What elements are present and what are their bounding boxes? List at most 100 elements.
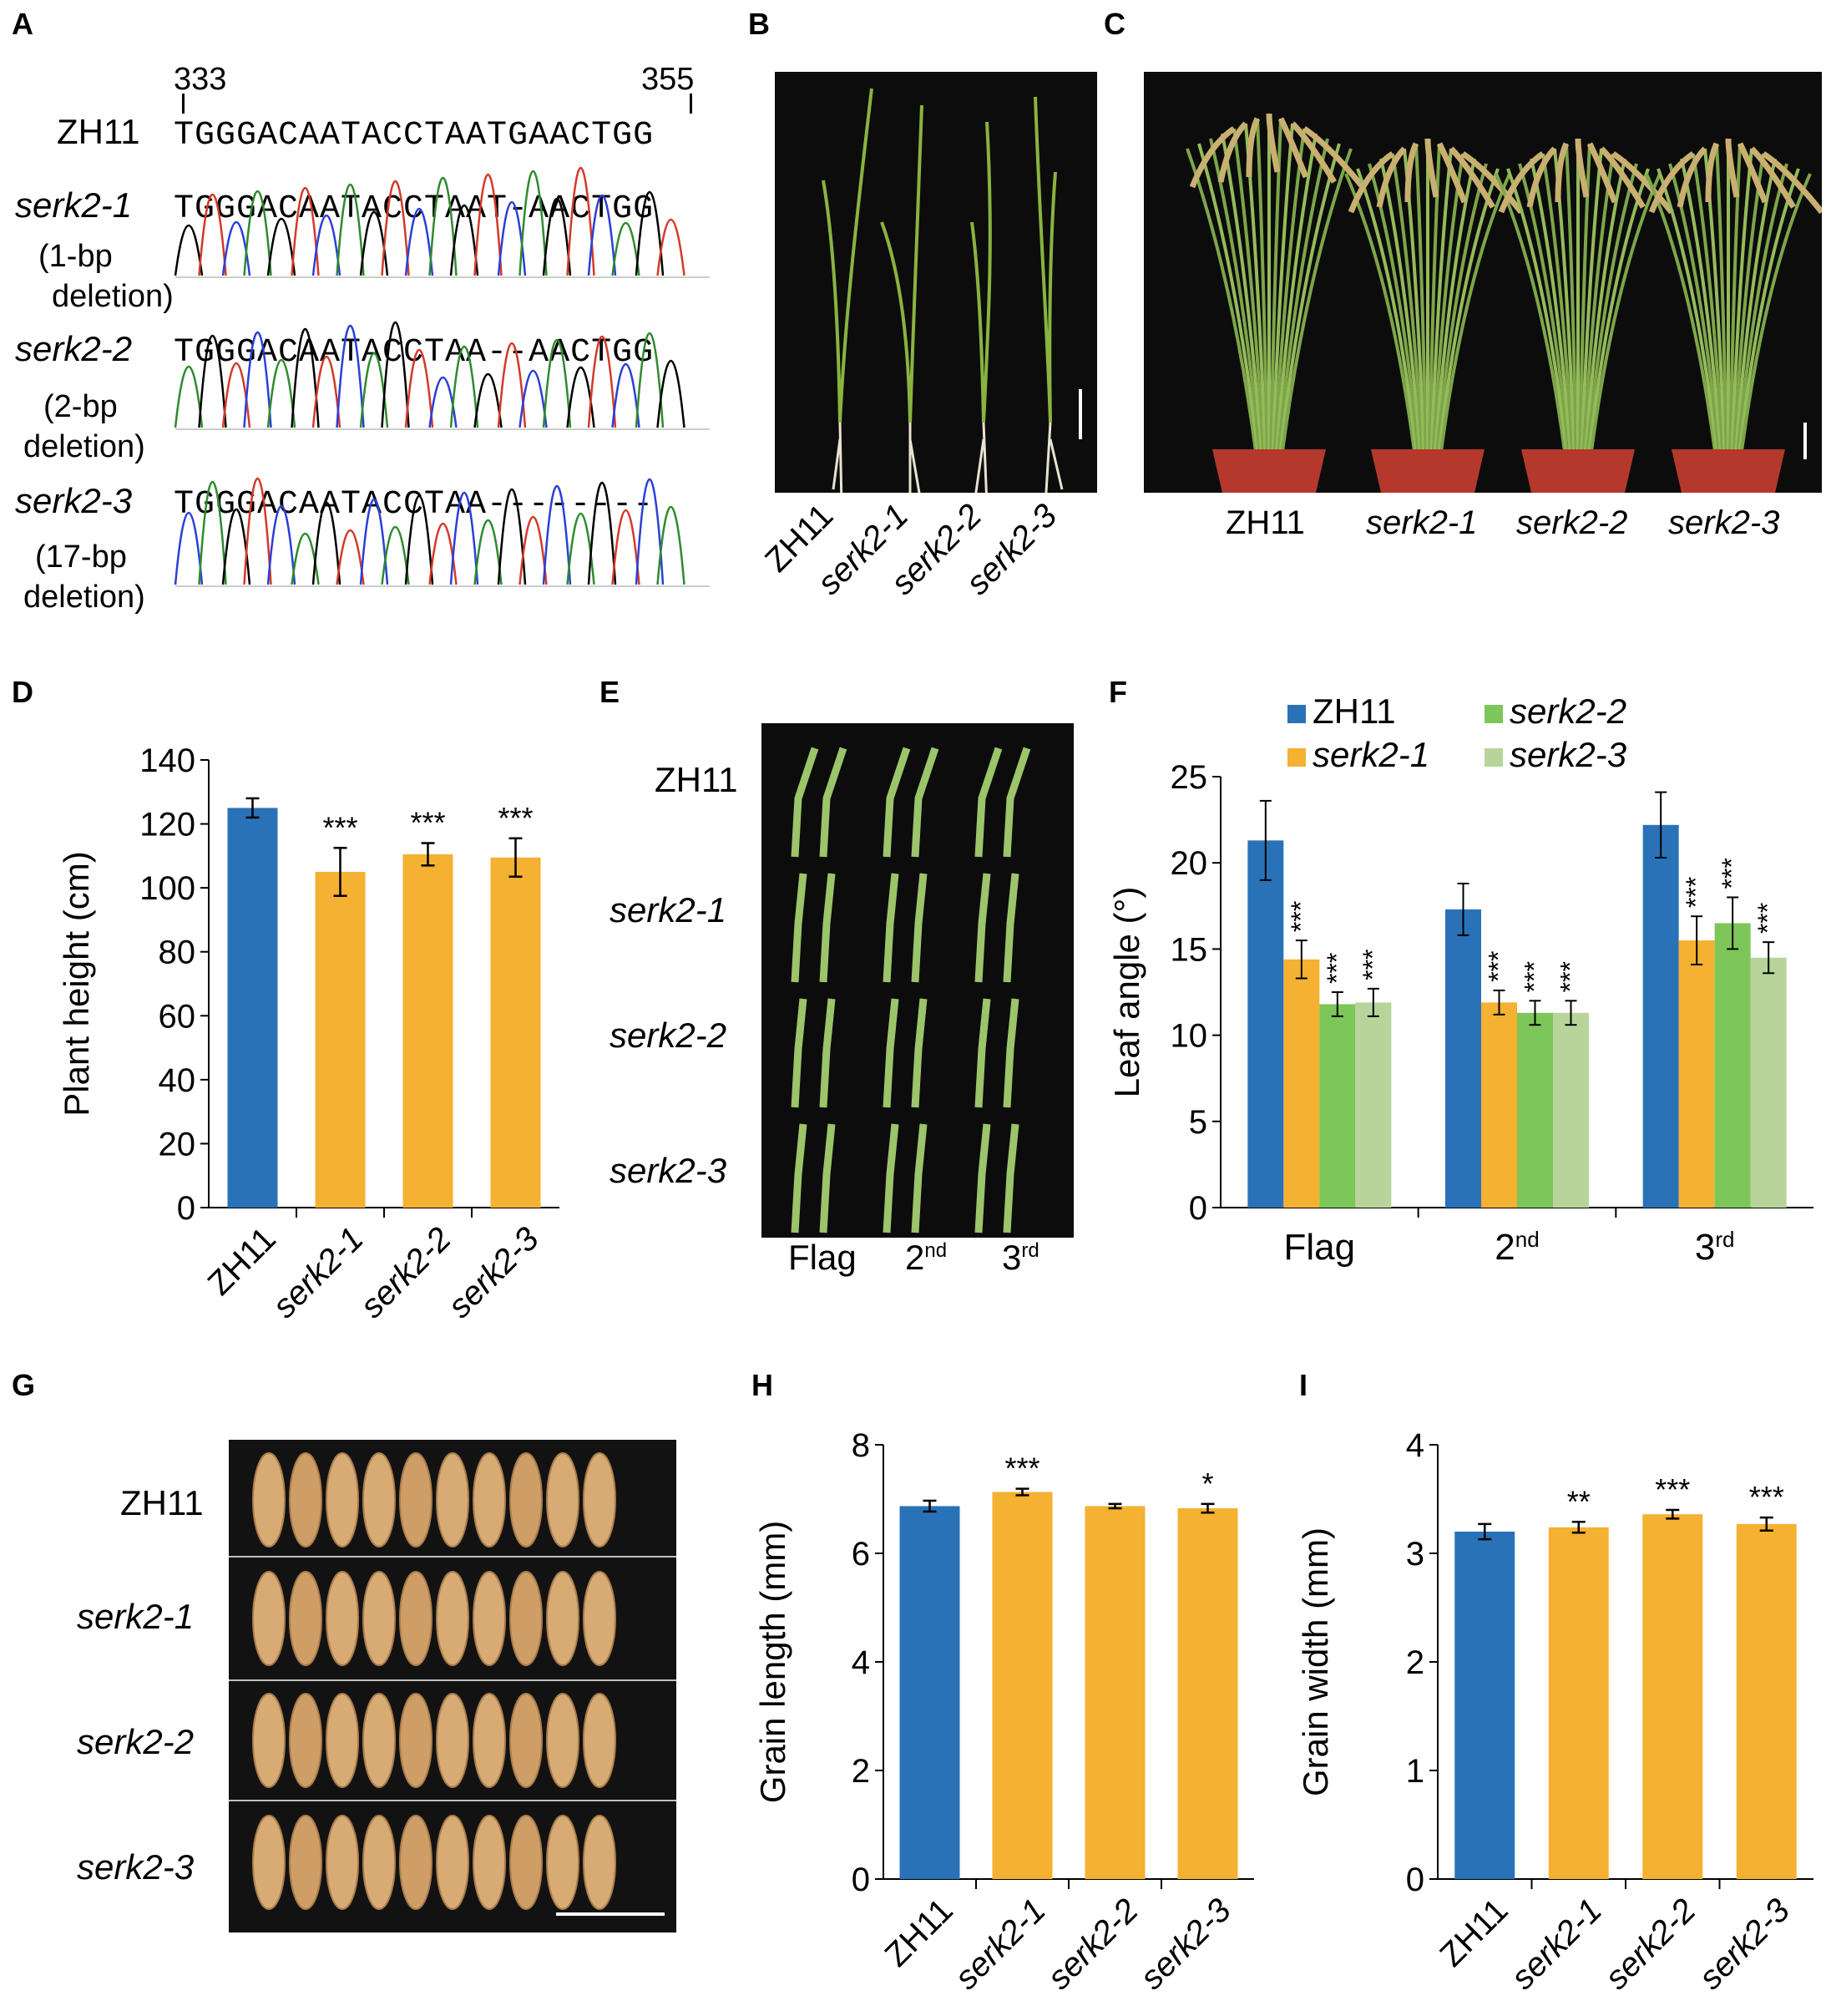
plant-pot	[1672, 449, 1785, 493]
grain	[289, 1815, 322, 1910]
grain-photo	[229, 1440, 676, 1932]
significance-marker: ***	[1555, 961, 1586, 992]
y-tick-label: 2	[1406, 1644, 1424, 1681]
panicle	[1737, 142, 1768, 204]
x-tick-label: ZH11	[201, 1220, 283, 1302]
grain	[362, 1452, 396, 1547]
chromatogram-peak	[449, 491, 479, 585]
leaf-blade	[911, 1123, 928, 1233]
grain-row-label-zh11: ZH11	[120, 1483, 204, 1522]
leaf-blade	[883, 998, 899, 1108]
significance-marker: *	[1201, 1466, 1213, 1501]
panel-label-c: C	[1104, 7, 1125, 41]
panicle	[1762, 151, 1824, 215]
chromatogram-peak	[656, 218, 685, 276]
chromatogram-peak	[174, 366, 204, 428]
grain	[436, 1815, 469, 1910]
chromatogram-peak	[449, 346, 479, 428]
plant-stem	[1530, 158, 1573, 465]
leaf-col-3rd-suffix: rd	[1021, 1239, 1039, 1262]
plant-stem	[1518, 163, 1571, 465]
chromatogram-peak	[566, 167, 595, 276]
grain	[362, 1815, 396, 1910]
panicle	[1189, 126, 1237, 189]
chromatogram-peak	[542, 338, 572, 428]
grain	[436, 1452, 469, 1547]
y-tick-label: 20	[1171, 845, 1208, 882]
leaf-blade	[819, 1123, 836, 1233]
plant-stem	[1565, 143, 1578, 465]
grain	[436, 1571, 469, 1666]
grain	[399, 1815, 432, 1910]
chromatogram-peak	[656, 506, 685, 585]
leaf-blade	[791, 747, 819, 858]
seq-name-serk2-2: serk2-2	[15, 329, 133, 368]
y-tick-label: 0	[177, 1190, 195, 1227]
significance-marker: ***	[322, 810, 357, 844]
grain	[289, 1571, 322, 1666]
panicle	[1586, 142, 1618, 204]
plant-stem	[1735, 163, 1788, 465]
bar	[1642, 824, 1679, 1208]
panicle	[1436, 142, 1468, 204]
plant-stem	[1356, 168, 1419, 465]
grain	[473, 1571, 506, 1666]
plant-stem	[1495, 173, 1568, 465]
grain	[546, 1571, 579, 1666]
panicle	[1461, 151, 1524, 215]
seq-zh11: TGGGACAATACCTAATGAACTGG	[174, 117, 655, 154]
grain	[583, 1452, 616, 1547]
chromatogram-peak	[198, 481, 227, 585]
legend-label: serk2-3	[1510, 735, 1626, 774]
plant-stem	[1733, 158, 1777, 465]
plant-stem	[1274, 133, 1318, 465]
significance-marker: ***	[1681, 877, 1711, 908]
plant-stem	[1645, 173, 1718, 465]
seq-note-3b: deletion)	[23, 580, 145, 615]
chromatogram-peak	[381, 525, 410, 585]
position-start: 333	[174, 62, 227, 97]
panicle	[1404, 142, 1419, 203]
panicle	[1498, 151, 1545, 214]
chromatogram-peak	[635, 479, 665, 585]
leaf-blade	[911, 998, 928, 1108]
leaf-blade	[911, 873, 928, 983]
seq-note-2b: deletion)	[23, 429, 145, 464]
grain-width-chart: 0 1 2 3 4 Grain width (mm) ZH11 ** serk2-1 *** ser…	[1296, 1427, 1813, 1997]
grain	[546, 1815, 579, 1910]
panicle	[1277, 117, 1309, 179]
chromatogram-peak	[449, 204, 479, 276]
plant-stem	[1680, 158, 1723, 465]
y-tick-label: 0	[1406, 1862, 1424, 1898]
panel-label-e: E	[599, 675, 620, 709]
bar	[1085, 1506, 1146, 1879]
plant-pot	[1521, 449, 1635, 493]
leaf-col-flag: Flag	[788, 1238, 857, 1277]
x-tick-label: serk2-2	[1598, 1892, 1702, 1996]
leaf-blade	[883, 747, 911, 858]
plant-label-serk2-1: serk2-1	[1366, 504, 1478, 541]
panicle	[1705, 142, 1720, 203]
plant-label-zh11: ZH11	[1226, 504, 1305, 541]
y-tick-label: 3	[1406, 1536, 1424, 1573]
significance-marker: ***	[1004, 1451, 1039, 1486]
leaf-blade	[883, 1123, 899, 1233]
chromatogram-peak	[174, 224, 204, 276]
chromatogram-peak	[587, 482, 617, 585]
leaf-blade	[819, 747, 847, 858]
grain	[362, 1571, 396, 1666]
legend-label: serk2-2	[1510, 693, 1626, 731]
y-tick-label: 5	[1189, 1104, 1207, 1141]
chromatogram-peak	[311, 215, 341, 276]
x-tick-label: serk2-3	[1692, 1892, 1797, 1996]
bar	[1445, 909, 1481, 1208]
chromatogram-peak	[587, 335, 617, 428]
chromatogram-peak	[404, 349, 434, 428]
significance-marker: ***	[1322, 953, 1352, 984]
panicle	[1290, 121, 1338, 184]
leaf-blade	[791, 1123, 807, 1233]
bar	[1283, 959, 1320, 1208]
chromatogram-peak	[291, 186, 320, 276]
panicle	[1725, 138, 1740, 198]
